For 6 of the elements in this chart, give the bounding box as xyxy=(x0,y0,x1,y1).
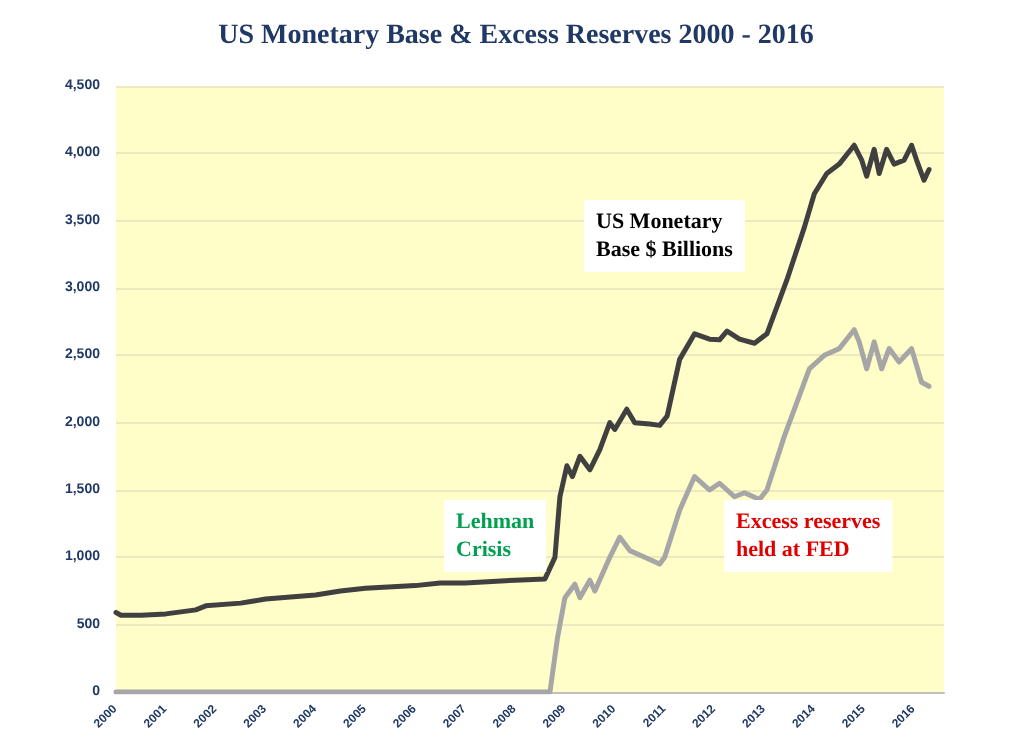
text: US Monetary Base $ Billions xyxy=(596,210,735,262)
chart-title: US Monetary Base & Excess Reserves 2000 - 2016 xyxy=(218,21,814,51)
line-series xyxy=(113,327,932,695)
series-label: Excess reserves held at FED xyxy=(736,510,882,562)
annotation: Lehman Crisis xyxy=(456,510,535,562)
line-series xyxy=(113,142,932,618)
